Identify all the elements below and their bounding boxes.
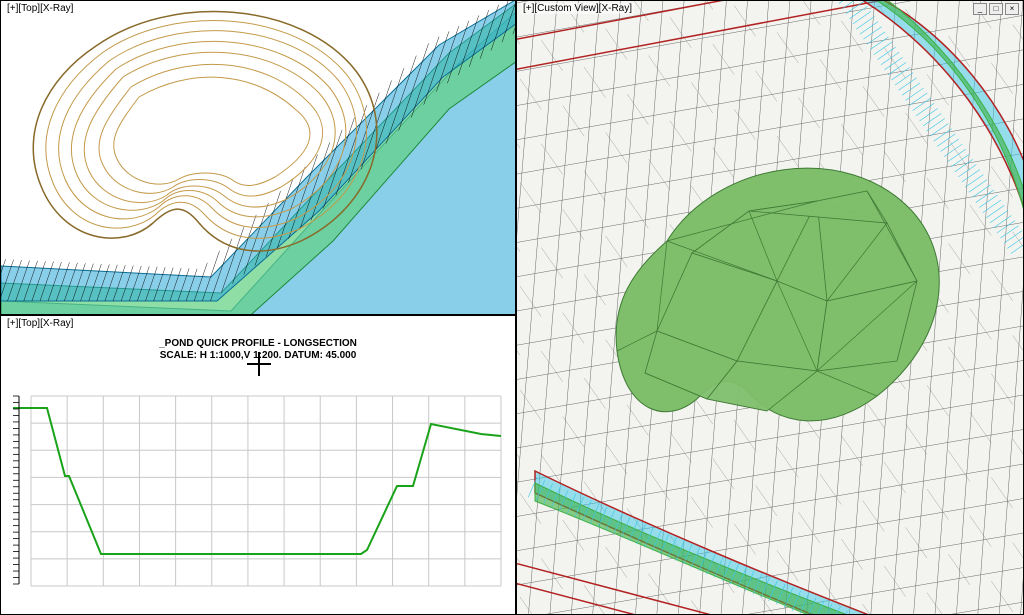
- app-root: [+][Top][X-Ray] [+][Top][X-Ray] _POND QU…: [0, 0, 1024, 615]
- window-buttons: _ □ ×: [973, 3, 1019, 15]
- minimize-button[interactable]: _: [973, 3, 987, 15]
- profile-title: _POND QUICK PROFILE - LONGSECTION SCALE:…: [1, 338, 515, 362]
- viewport-profile[interactable]: [+][Top][X-Ray] _POND QUICK PROFILE - LO…: [0, 315, 516, 615]
- plan-canvas[interactable]: [1, 1, 516, 315]
- viewport-plan[interactable]: [+][Top][X-Ray]: [0, 0, 516, 315]
- profile-title-line2: SCALE: H 1:1000,V 1:200. DATUM: 45.000: [1, 350, 515, 362]
- view-label-profile: [+][Top][X-Ray]: [5, 318, 75, 329]
- viewport-3d[interactable]: [+][Custom View][X-Ray] _ □ ×: [516, 0, 1024, 615]
- perspective-canvas[interactable]: [517, 1, 1024, 615]
- maximize-button[interactable]: □: [989, 3, 1003, 15]
- view-label-plan: [+][Top][X-Ray]: [5, 3, 75, 14]
- close-button[interactable]: ×: [1005, 3, 1019, 15]
- profile-title-line1: _POND QUICK PROFILE - LONGSECTION: [1, 338, 515, 350]
- view-label-3d: [+][Custom View][X-Ray]: [521, 3, 634, 14]
